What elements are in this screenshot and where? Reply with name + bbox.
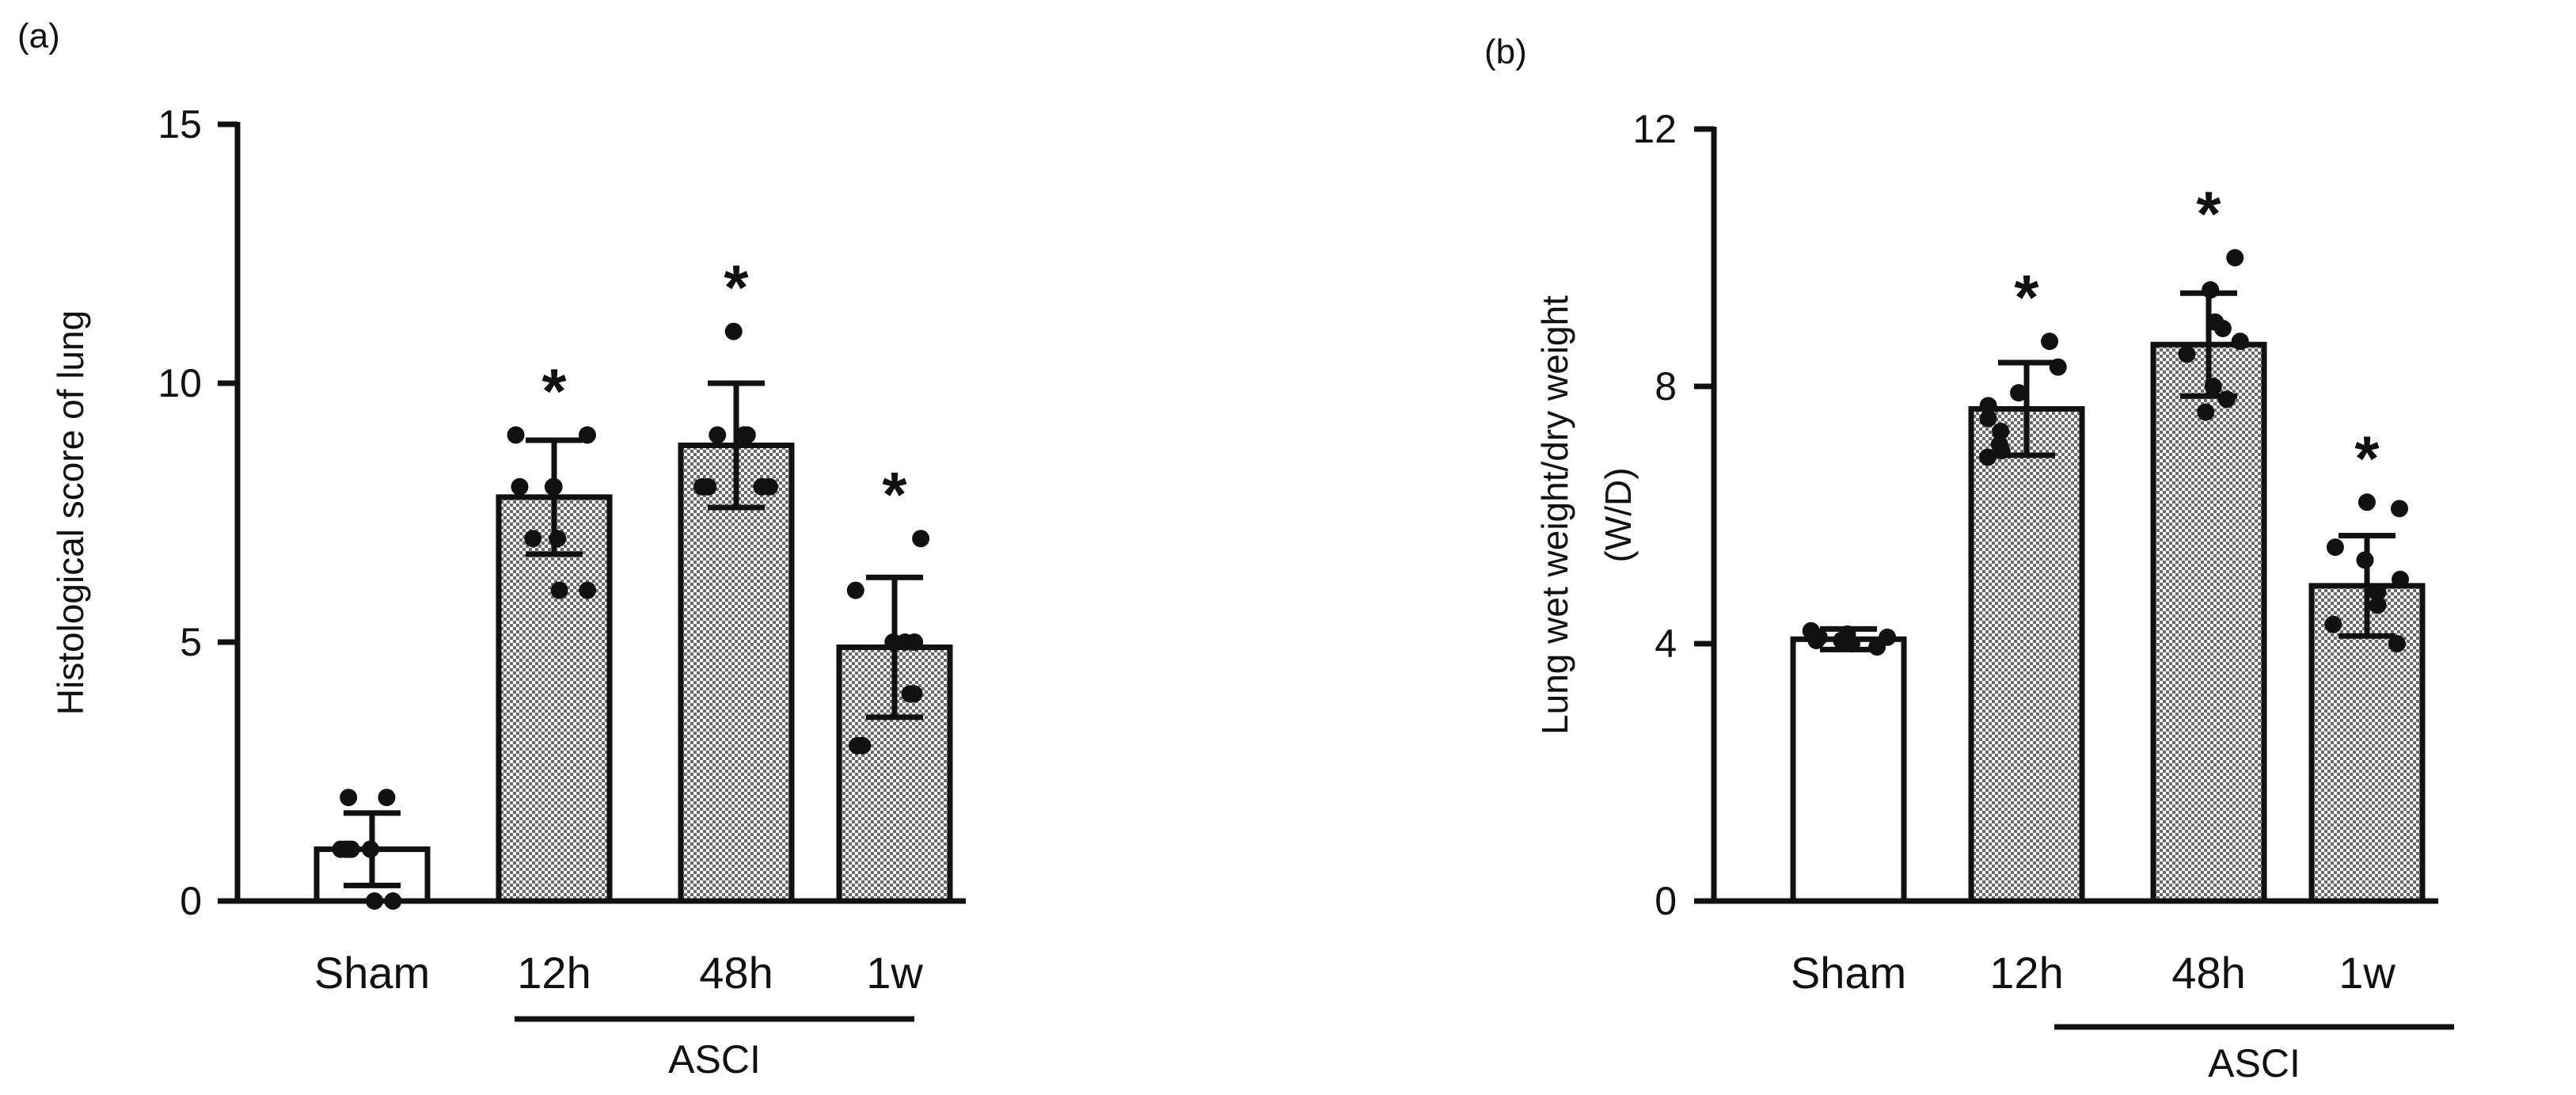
category-label-sham: Sham — [314, 948, 430, 998]
data-point — [511, 477, 529, 496]
data-point — [724, 322, 743, 340]
panel-a-histological-score: (a) 0 5 10 15 Histological score of lung Sham… — [17, 17, 966, 1082]
y-tick-label: 4 — [1655, 622, 1677, 666]
significance-marker: * — [2014, 262, 2039, 333]
data-point — [1842, 635, 1860, 652]
data-point — [524, 530, 542, 548]
category-label-48h: 48h — [2171, 948, 2245, 998]
data-point — [549, 530, 567, 548]
y-axis-title: Lung wet weight/dry weight (W/D) — [1534, 295, 1639, 735]
y-axis-title-line: (W/D) — [1598, 467, 1639, 562]
data-point — [2388, 635, 2406, 652]
data-point — [912, 530, 930, 548]
data-point — [709, 426, 727, 444]
data-point — [1979, 409, 1997, 428]
data-point — [545, 477, 563, 496]
panel-label: (a) — [17, 17, 60, 55]
data-point — [2369, 584, 2387, 601]
data-point — [579, 581, 597, 599]
panel-b-wet-dry-ratio: (b) 0 4 8 12 Lung wet weight/dry weight (W/D)… — [1484, 32, 2454, 1085]
bar-48h — [2150, 341, 2267, 904]
category-label-1w: 1w — [2339, 948, 2396, 998]
panel-label: (b) — [1484, 32, 1527, 71]
data-point — [2358, 493, 2376, 511]
data-point — [362, 840, 380, 858]
data-point — [884, 633, 902, 651]
significance-marker: * — [724, 253, 749, 323]
data-point — [2217, 390, 2236, 409]
data-point — [378, 789, 396, 807]
bar-48h — [678, 442, 795, 904]
y-tick-label: 8 — [1655, 364, 1677, 409]
data-point — [2369, 596, 2387, 614]
bar-12h — [496, 494, 613, 904]
data-point — [905, 685, 923, 703]
significance-marker: * — [2196, 179, 2221, 249]
data-point — [1807, 631, 1826, 649]
data-point — [738, 426, 756, 444]
data-point — [550, 581, 568, 599]
data-point — [2010, 384, 2028, 402]
data-point — [846, 581, 864, 599]
category-label-48h: 48h — [699, 948, 773, 998]
bar-12h — [1968, 405, 2085, 904]
y-tick-label: 12 — [1632, 107, 1677, 151]
data-point — [2390, 500, 2408, 518]
data-point — [760, 477, 778, 496]
y-axis-title-line: Histological score of lung — [50, 310, 91, 715]
significance-marker: * — [2354, 423, 2380, 493]
data-point — [2356, 551, 2374, 569]
y-tick-label: 5 — [180, 620, 202, 664]
y-tick-label: 10 — [158, 361, 202, 405]
data-point — [2178, 345, 2196, 363]
data-point — [1993, 442, 2011, 460]
data-point — [507, 426, 525, 444]
data-point — [578, 426, 596, 444]
data-point — [340, 789, 358, 807]
data-point — [1979, 448, 1997, 466]
category-label-12h: 12h — [517, 948, 591, 998]
category-label-sham: Sham — [1791, 948, 1906, 998]
y-axis-title-line: Lung wet weight/dry weight — [1534, 295, 1575, 735]
data-point — [2213, 319, 2232, 337]
data-point — [1992, 422, 2010, 440]
data-point — [2392, 570, 2410, 588]
data-point — [2204, 378, 2222, 395]
y-tick-label: 0 — [180, 879, 202, 923]
y-tick-label: 15 — [158, 102, 202, 146]
data-point — [1979, 397, 1997, 415]
data-point — [906, 633, 924, 651]
data-point — [693, 477, 711, 496]
data-point — [2041, 333, 2059, 351]
data-point — [2324, 615, 2342, 633]
data-point — [2226, 249, 2244, 267]
error-bar-48h — [708, 380, 765, 511]
data-point — [849, 736, 867, 755]
category-label-1w: 1w — [866, 948, 923, 998]
data-point — [336, 840, 355, 858]
significance-marker: * — [882, 459, 907, 530]
significance-marker: * — [541, 355, 567, 426]
y-axis-title: Histological score of lung — [50, 310, 91, 715]
data-point — [2197, 403, 2215, 421]
bar-sham — [1790, 636, 1907, 904]
data-point — [1868, 638, 1886, 656]
group-label: ASCI — [668, 1037, 761, 1082]
group-label: ASCI — [2208, 1041, 2301, 1085]
data-point — [2202, 281, 2220, 299]
category-label-12h: 12h — [1989, 948, 2063, 998]
data-point — [2326, 538, 2344, 557]
data-point — [2049, 358, 2067, 376]
y-tick-label: 0 — [1655, 879, 1677, 923]
data-point — [2231, 333, 2249, 351]
